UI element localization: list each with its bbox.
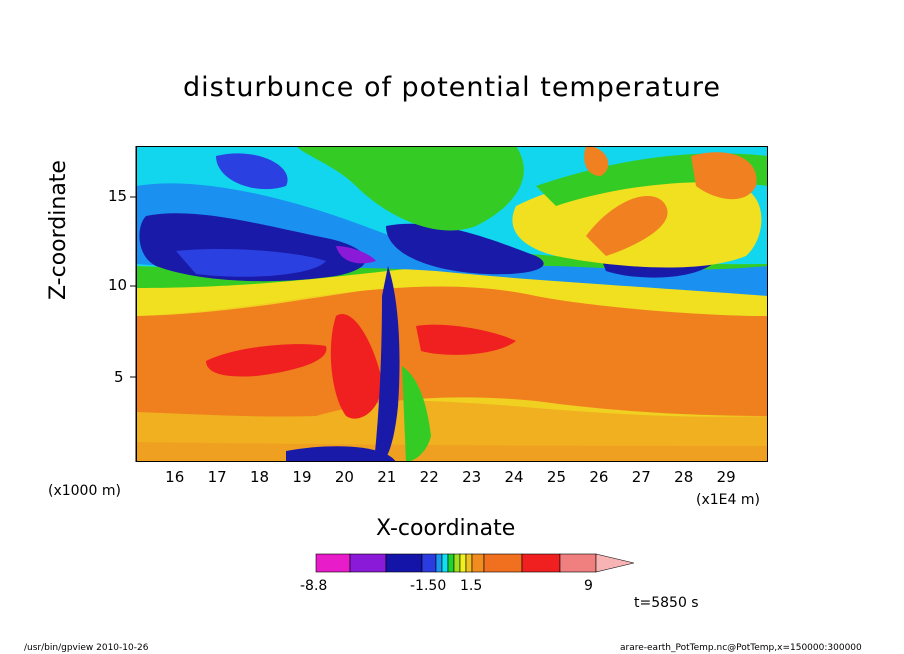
colorbar-cell [385, 553, 423, 573]
colorbar-label-max: 9 [584, 578, 593, 594]
blob-green-top [296, 146, 524, 231]
x-tick-22: 22 [419, 468, 439, 486]
blob-navy-5 [216, 153, 288, 190]
x-tick-29: 29 [716, 468, 736, 486]
x-unit-right: (x1E4 m) [696, 492, 760, 508]
colorbar-cell [435, 553, 443, 573]
x-tick-28: 28 [674, 468, 694, 486]
x-tick-19: 19 [292, 468, 312, 486]
time-label: t=5850 s [634, 595, 699, 611]
x-tick-16: 16 [165, 468, 185, 486]
colorbar-cell [459, 553, 467, 573]
blob-orange-upper-2 [691, 152, 757, 200]
x-axis-title: X-coordinate [376, 516, 516, 541]
blob-navy-bottom [286, 446, 396, 462]
x-axis-ticks: 16 17 18 19 20 21 22 23 24 25 26 27 28 29 [0, 466, 904, 486]
colorbar-cell [421, 553, 437, 573]
colorbar-cell [349, 553, 387, 573]
blob-navy-3 [386, 223, 544, 275]
colorbar-cell [447, 553, 455, 573]
x-tick-27: 27 [631, 468, 651, 486]
colorbar-cell [453, 553, 461, 573]
x-tick-18: 18 [250, 468, 270, 486]
band-blue-top [136, 183, 768, 296]
colorbar [315, 553, 634, 573]
y-tick-15: 15 [108, 187, 128, 205]
blob-navy-2 [176, 249, 326, 277]
x-tick-20: 20 [334, 468, 354, 486]
colorbar-cell [521, 553, 561, 573]
blob-red-1 [206, 344, 327, 377]
plot-area [136, 146, 768, 462]
chart-title: disturbunce of potential temperature [183, 72, 721, 103]
x-tick-24: 24 [504, 468, 524, 486]
colorbar-label-min: -8.8 [300, 578, 328, 594]
footer-left: /usr/bin/gpview 2010-10-26 [24, 643, 149, 653]
blob-red-3 [416, 324, 516, 355]
x-tick-23: 23 [462, 468, 482, 486]
y-tick-10: 10 [108, 276, 128, 294]
colorbar-cell [465, 553, 473, 573]
colorbar-extend-arrow [595, 553, 634, 573]
x-tick-26: 26 [589, 468, 609, 486]
y-axis-title: Z-coordinate [46, 160, 71, 300]
colorbar-cell [483, 553, 523, 573]
colorbar-cell [471, 553, 485, 573]
colorbar-label-pos: 1.5 [460, 578, 483, 594]
x-tick-17: 17 [207, 468, 227, 486]
x-unit-left: (x1000 m) [48, 483, 121, 499]
colorbar-cell [315, 553, 351, 573]
blob-green-column [402, 366, 431, 462]
colorbar-cell [441, 553, 449, 573]
y-tick-5: 5 [114, 368, 124, 386]
heatmap-field [136, 146, 768, 462]
blob-orange-upper-3 [584, 146, 609, 176]
x-tick-25: 25 [546, 468, 566, 486]
blob-red-2 [330, 314, 382, 419]
colorbar-cell [559, 553, 597, 573]
blob-orange-upper-1 [586, 196, 668, 256]
x-tick-21: 21 [377, 468, 397, 486]
footer-right: arare-earth_PotTemp.nc@PotTemp,x=150000:… [620, 643, 862, 653]
blob-purple-core [336, 246, 376, 264]
colorbar-label-neg: -1.50 [410, 578, 447, 594]
plot-border [136, 146, 768, 462]
blob-navy-column [374, 266, 400, 462]
